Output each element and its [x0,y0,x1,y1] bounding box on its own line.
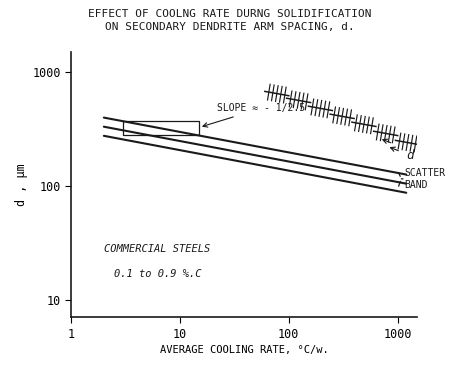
Text: d: d [405,149,413,162]
Text: COMMERCIAL STEELS: COMMERCIAL STEELS [104,244,210,254]
Text: ON SECONDARY DENDRITE ARM SPACING, d.: ON SECONDARY DENDRITE ARM SPACING, d. [105,22,354,32]
X-axis label: AVERAGE COOLING RATE, °C/w.: AVERAGE COOLING RATE, °C/w. [159,345,328,355]
Text: EFFECT OF COOLNG RATE DURNG SOLIDIFICATION: EFFECT OF COOLNG RATE DURNG SOLIDIFICATI… [88,9,371,19]
Y-axis label: d , μm: d , μm [15,163,28,206]
Text: SCATTER
BAND: SCATTER BAND [403,168,444,190]
Text: 0.1 to 0.9 %.C: 0.1 to 0.9 %.C [114,269,202,279]
Text: SLOPE ≈ - 1/2.5: SLOPE ≈ - 1/2.5 [202,103,305,127]
